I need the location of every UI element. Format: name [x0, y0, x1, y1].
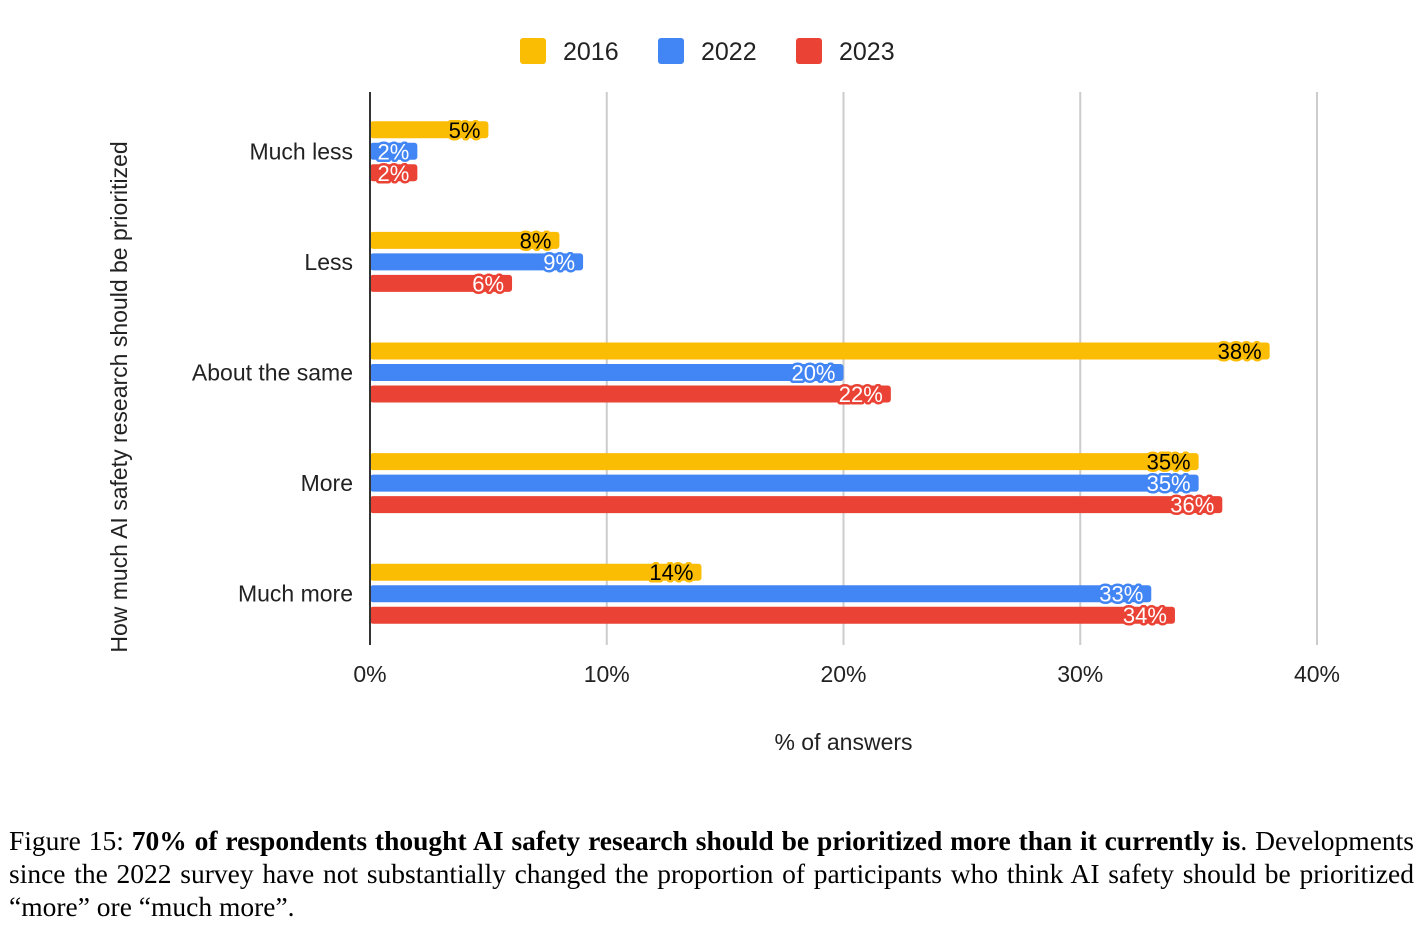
category-label: About the same [192, 360, 353, 386]
legend-swatch [796, 38, 822, 64]
bar-2023-more [370, 496, 1223, 514]
bar-2022-much-more [370, 585, 1152, 603]
x-tick-label: 0% [353, 661, 386, 687]
bar-2016-less [370, 231, 560, 249]
x-tick-label: 20% [820, 661, 866, 687]
data-label: 2% [378, 139, 410, 164]
data-label: 20% [791, 361, 835, 386]
caption-bold: 70% of respondents thought AI safety res… [131, 825, 1241, 856]
caption-bold-end: . [1240, 825, 1248, 856]
data-label: 35% [1147, 471, 1191, 496]
bar-2022-less [370, 253, 584, 271]
figure-caption: Figure 15: 70% of respondents thought AI… [9, 824, 1414, 923]
x-tick-label: 10% [584, 661, 630, 687]
bar-2016-about-the-same [370, 342, 1270, 360]
y-axis-label: How much AI safety research should be pr… [106, 141, 132, 652]
legend-label: 2016 [563, 38, 619, 66]
bar-2023-less [370, 274, 513, 292]
category-label: Much more [238, 581, 353, 607]
legend-item-2023: 2023 [796, 38, 895, 66]
data-label: 36% [1170, 493, 1214, 518]
bar-2022-much-less [370, 142, 418, 160]
category-label: Less [304, 249, 353, 275]
data-label: 6% [472, 271, 504, 296]
data-label: 34% [1123, 603, 1167, 628]
legend-label: 2023 [839, 38, 895, 66]
data-label: 14% [649, 560, 693, 585]
bars: 5%2%2%8%9%6%38%20%22%35%35%36%14%33%34% [370, 115, 1270, 631]
data-label: 33% [1099, 582, 1143, 607]
category-label: Much less [249, 138, 353, 164]
bar-2022-about-the-same [370, 364, 844, 381]
bar-2023-much-more [370, 606, 1175, 624]
bar-2016-much-more [370, 563, 702, 581]
legend-item-2022: 2022 [658, 38, 757, 66]
data-label: 22% [839, 382, 883, 407]
bar-2022-more [370, 474, 1199, 492]
legend-swatch [658, 38, 684, 64]
bar-2023-much-less [370, 164, 418, 182]
data-label: 2% [378, 161, 410, 186]
category-label: More [301, 470, 353, 496]
data-label: 9% [543, 250, 575, 275]
data-label: 35% [1147, 450, 1191, 475]
legend-item-2016: 2016 [520, 38, 619, 66]
data-label: 8% [520, 228, 552, 253]
x-tick-label: 30% [1057, 661, 1103, 687]
caption-body: Developments since the 2022 survey have … [9, 825, 1414, 922]
legend-swatch [520, 38, 546, 64]
x-tick-label: 40% [1294, 661, 1340, 687]
legend-label: 2022 [701, 38, 757, 66]
category-labels: Much less Less About the same More Much more [192, 138, 353, 606]
data-label: 38% [1218, 339, 1262, 364]
legend: 2016 2022 2023 [520, 38, 895, 66]
bar-2016-much-less [370, 121, 489, 139]
x-axis-label: % of answers [774, 729, 912, 755]
bar-2016-more [370, 453, 1199, 471]
x-tick-labels: 0% 10% 20% 30% 40% [353, 661, 1340, 687]
caption-prefix: Figure 15: [9, 825, 132, 856]
bar-2023-about-the-same [370, 385, 891, 403]
data-label: 5% [449, 118, 481, 143]
bar-chart: 2016 2022 2023 5%2%2%8%9%6%38%20%22%35%35%… [106, 38, 1340, 755]
